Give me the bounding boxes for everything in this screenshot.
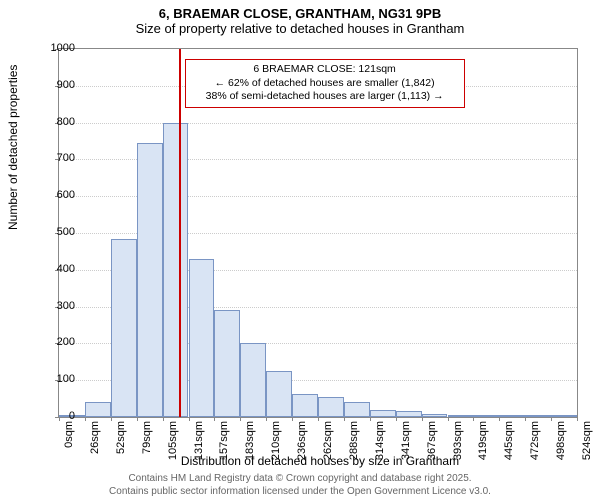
histogram-bar (163, 123, 189, 417)
ytick-label: 900 (35, 79, 75, 91)
x-axis-label: Distribution of detached houses by size … (20, 454, 600, 468)
histogram-bar (396, 411, 422, 417)
annotation-line3: 38% of semi-detached houses are larger (… (192, 90, 458, 104)
histogram-bar (137, 143, 163, 417)
histogram-bar (370, 410, 396, 417)
histogram-bar (525, 415, 551, 417)
xtick-mark (214, 417, 215, 421)
ytick-label: 600 (35, 189, 75, 201)
ytick-label: 700 (35, 152, 75, 164)
chart-title: 6, BRAEMAR CLOSE, GRANTHAM, NG31 9PB (0, 0, 600, 21)
xtick-label: 52sqm (115, 421, 127, 454)
xtick-label: 79sqm (141, 421, 153, 454)
xtick-mark (318, 417, 319, 421)
footer-attribution: Contains HM Land Registry data © Crown c… (0, 472, 600, 498)
xtick-mark (344, 417, 345, 421)
annotation-box: 6 BRAEMAR CLOSE: 121sqm← 62% of detached… (185, 59, 465, 108)
xtick-mark (370, 417, 371, 421)
footer-line1: Contains HM Land Registry data © Crown c… (0, 472, 600, 485)
xtick-mark (240, 417, 241, 421)
xtick-mark (422, 417, 423, 421)
histogram-bar (551, 415, 577, 417)
histogram-bar (189, 259, 215, 417)
xtick-mark (189, 417, 190, 421)
xtick-mark (292, 417, 293, 421)
histogram-bar (85, 402, 111, 417)
ytick-label: 300 (35, 300, 75, 312)
xtick-mark (266, 417, 267, 421)
xtick-mark (551, 417, 552, 421)
xtick-mark (473, 417, 474, 421)
gridline (59, 123, 577, 124)
ytick-label: 1000 (35, 42, 75, 54)
histogram-bar (214, 310, 240, 417)
xtick-label: 26sqm (89, 421, 101, 454)
xtick-mark (525, 417, 526, 421)
xtick-mark (137, 417, 138, 421)
histogram-bar (422, 414, 448, 417)
xtick-mark (448, 417, 449, 421)
property-marker-line (179, 49, 181, 417)
xtick-mark (499, 417, 500, 421)
xtick-mark (111, 417, 112, 421)
histogram-bar (448, 415, 474, 417)
ytick-label: 800 (35, 116, 75, 128)
annotation-line1: 6 BRAEMAR CLOSE: 121sqm (192, 63, 458, 77)
ytick-label: 400 (35, 263, 75, 275)
histogram-bar (292, 394, 318, 417)
ytick-label: 500 (35, 226, 75, 238)
histogram-bar (266, 371, 292, 417)
annotation-line2: ← 62% of detached houses are smaller (1,… (192, 77, 458, 91)
xtick-mark (396, 417, 397, 421)
histogram-bar (318, 397, 344, 417)
footer-line2: Contains public sector information licen… (0, 485, 600, 498)
histogram-bar (240, 343, 266, 417)
xtick-mark (163, 417, 164, 421)
histogram-bar (344, 402, 370, 417)
y-axis-label: Number of detached properties (6, 65, 20, 230)
ytick-label: 100 (35, 373, 75, 385)
histogram-bar (499, 415, 525, 417)
histogram-bar (473, 415, 499, 417)
xtick-label: 0sqm (63, 421, 75, 448)
histogram-bar (111, 239, 137, 417)
xtick-mark (577, 417, 578, 421)
ytick-label: 0 (35, 410, 75, 422)
chart-plot-area: 0sqm26sqm52sqm79sqm105sqm131sqm157sqm183… (58, 48, 578, 418)
ytick-label: 200 (35, 336, 75, 348)
chart-subtitle: Size of property relative to detached ho… (0, 21, 600, 40)
xtick-mark (85, 417, 86, 421)
